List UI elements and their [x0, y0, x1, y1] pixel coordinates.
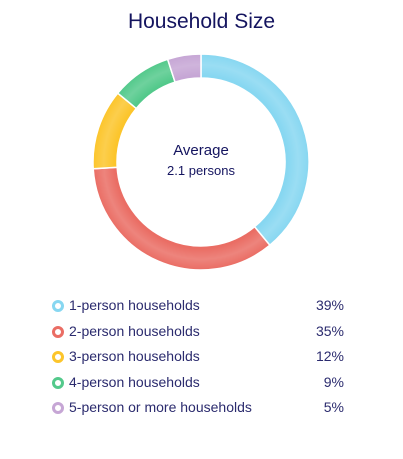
average-value: 2.1 persons: [167, 163, 235, 178]
legend-marker: [52, 351, 64, 363]
donut-shading: [93, 54, 309, 270]
legend-value: 9%: [323, 373, 344, 390]
legend-item: 2-person households 35%: [52, 319, 348, 345]
legend-item: 1-person households 39%: [52, 293, 348, 319]
average-label: Average 2.1 persons: [128, 141, 274, 180]
legend-marker: [52, 402, 64, 414]
average-title: Average: [173, 142, 229, 159]
legend-item: 5-person or more households 5%: [52, 395, 348, 421]
legend-label: 2-person households: [69, 322, 200, 339]
legend-item: 3-person households 12%: [52, 344, 348, 370]
legend-marker: [52, 376, 64, 389]
legend-label: 3-person households: [69, 348, 200, 364]
legend-value: 39%: [315, 297, 344, 313]
legend-label: 1-person households: [69, 297, 200, 313]
legend-value: 35%: [315, 322, 344, 339]
chart-legend: 1-person households 39% 2-person househo…: [52, 293, 348, 421]
legend-label: 5-person or more households: [69, 399, 252, 415]
legend-marker: [52, 300, 64, 312]
legend-label: 4-person households: [69, 373, 200, 390]
legend-value: 5%: [323, 399, 344, 415]
legend-marker: [52, 325, 64, 338]
legend-item: 4-person households 9%: [52, 370, 348, 396]
legend-value: 12%: [315, 348, 344, 364]
donut-chart: [92, 53, 310, 271]
chart-title: Household Size: [127, 10, 276, 33]
